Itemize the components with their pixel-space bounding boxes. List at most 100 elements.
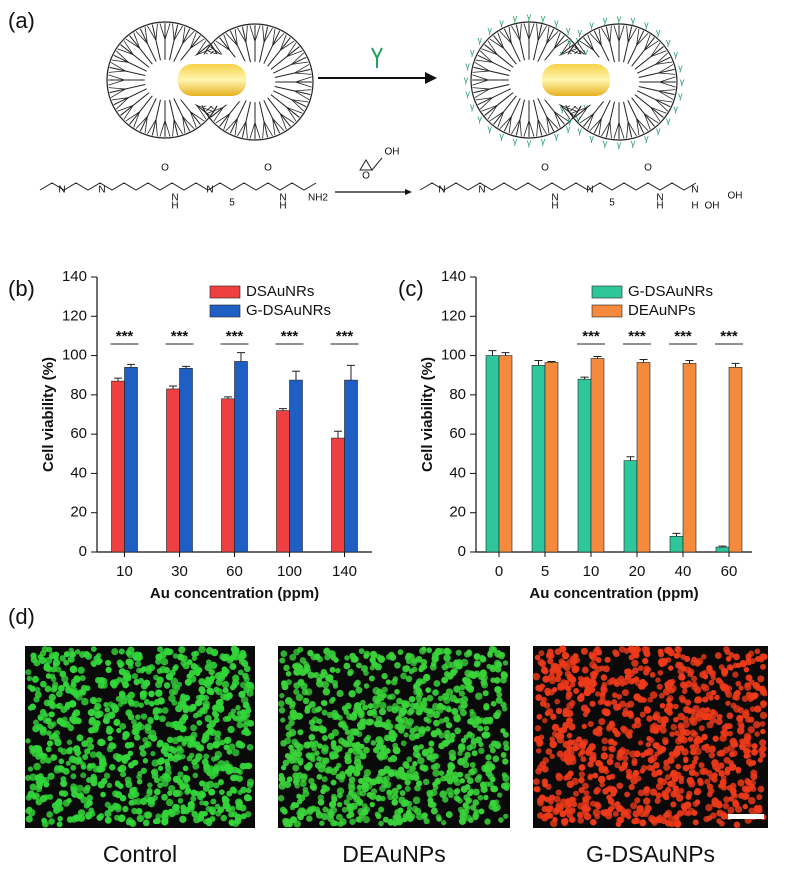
cell	[695, 696, 703, 704]
cell	[350, 802, 358, 810]
cell	[564, 773, 572, 781]
cell	[613, 730, 621, 738]
cell	[553, 795, 561, 803]
significance: ***	[720, 328, 738, 345]
cell	[579, 749, 586, 756]
cell	[109, 679, 118, 687]
cell	[193, 815, 201, 824]
cell	[502, 740, 509, 747]
branch	[117, 48, 134, 56]
cell	[536, 736, 542, 742]
cell	[559, 645, 567, 653]
cell	[104, 801, 111, 808]
branch	[481, 48, 498, 56]
cell	[109, 764, 116, 771]
cell	[689, 729, 697, 737]
cell	[632, 810, 640, 818]
cell	[572, 744, 579, 752]
cell	[301, 773, 308, 780]
cell	[362, 704, 369, 711]
cell	[242, 701, 250, 709]
glycidol-mark: γ	[554, 18, 559, 28]
cell	[199, 780, 206, 787]
cell	[25, 738, 31, 744]
cell	[164, 764, 172, 771]
cell	[459, 778, 466, 784]
cell	[731, 741, 738, 748]
cell	[230, 708, 237, 714]
cell	[46, 740, 54, 747]
cell	[104, 706, 111, 713]
cell	[348, 747, 354, 754]
cell	[458, 690, 466, 697]
cell	[654, 751, 660, 757]
bar	[485, 355, 500, 553]
branch	[215, 40, 230, 51]
cell	[322, 688, 331, 696]
cell	[738, 685, 744, 691]
branch	[263, 30, 281, 64]
bar	[111, 380, 125, 553]
cell	[755, 685, 762, 692]
cell	[280, 650, 288, 658]
cell	[391, 793, 399, 800]
cell	[317, 794, 325, 801]
glycidol-mark: γ	[584, 102, 589, 112]
cell	[132, 728, 140, 736]
cell	[312, 740, 319, 747]
branch	[164, 120, 171, 137]
cell	[634, 797, 641, 804]
cell	[654, 797, 661, 804]
cell	[324, 654, 331, 661]
cell	[297, 760, 304, 766]
cell	[457, 743, 464, 750]
branch	[609, 25, 612, 43]
cell	[243, 711, 251, 719]
atom-label: O	[161, 163, 169, 174]
cell	[396, 784, 402, 790]
error-bar	[501, 352, 510, 356]
cell	[661, 736, 669, 744]
cell	[537, 658, 545, 666]
cell	[501, 772, 508, 778]
glycidol-mark: γ	[678, 90, 683, 100]
cell	[124, 742, 132, 749]
error-bar	[580, 376, 589, 380]
branch	[219, 97, 243, 127]
cell	[582, 782, 589, 790]
cell	[402, 761, 410, 769]
cell	[390, 678, 398, 686]
cell	[569, 682, 576, 688]
branch	[139, 28, 157, 62]
branch	[487, 40, 498, 55]
cell	[65, 760, 71, 766]
cell	[405, 811, 413, 819]
cell	[354, 754, 361, 762]
cell	[384, 748, 391, 754]
cell	[643, 797, 651, 805]
cell	[590, 818, 597, 826]
cell	[241, 729, 247, 736]
cell	[368, 675, 375, 682]
cell	[231, 682, 238, 689]
cell	[49, 702, 57, 710]
glycidol-mark: γ	[499, 18, 504, 28]
cell	[118, 701, 124, 707]
cell	[52, 658, 61, 667]
cell	[89, 751, 97, 759]
cell	[98, 764, 106, 773]
cell	[68, 755, 77, 763]
cell	[70, 773, 77, 780]
cell	[757, 785, 765, 793]
cell	[545, 748, 553, 755]
branch	[279, 34, 287, 51]
cell	[583, 790, 590, 797]
cell	[40, 680, 47, 688]
cell	[103, 772, 111, 779]
cell	[161, 793, 168, 801]
cell	[145, 811, 153, 819]
cell	[33, 719, 39, 726]
cell	[732, 671, 739, 678]
cell	[223, 737, 230, 744]
